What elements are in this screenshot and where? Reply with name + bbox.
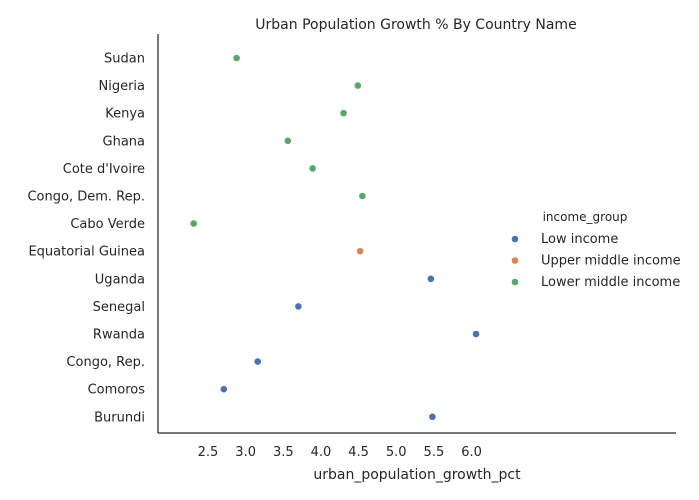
legend-marker — [511, 235, 519, 243]
x-tick-label: 6.0 — [461, 445, 482, 460]
data-point — [254, 358, 261, 365]
legend-title: income_group — [543, 210, 628, 224]
x-tick-label: 3.5 — [273, 445, 294, 460]
y-tick-label: Uganda — [95, 272, 145, 287]
data-point — [220, 385, 228, 393]
y-tick-labels: Sudan Nigeria Kenya Ghana Cote d'Ivoire Congo… — [27, 52, 145, 426]
plot-area — [190, 54, 480, 421]
x-tick-label: 3.0 — [235, 445, 256, 460]
y-tick-label: Sudan — [104, 52, 145, 67]
y-tick-label: Nigeria — [98, 79, 145, 94]
y-tick-label: Rwanda — [93, 328, 145, 343]
data-point — [284, 137, 292, 145]
data-point — [427, 275, 435, 283]
x-tick-labels: 2.5 3.0 3.5 4.0 4.5 5.0 5.5 6.0 — [198, 445, 482, 460]
data-point — [190, 220, 197, 227]
y-tick-label: Equatorial Guinea — [28, 245, 145, 260]
legend-label: Low income — [541, 232, 618, 247]
data-point — [359, 192, 366, 200]
data-point — [354, 82, 362, 89]
legend-label: Upper middle income — [541, 254, 681, 269]
data-point — [309, 165, 316, 172]
legend-marker — [511, 257, 519, 264]
legend-label: Lower middle income — [541, 275, 680, 290]
data-point — [295, 303, 302, 310]
x-tick-label: 4.5 — [348, 445, 369, 460]
y-tick-label: Cabo Verde — [70, 217, 145, 232]
y-tick-label: Ghana — [103, 134, 146, 149]
chart-title: Urban Population Growth % By Country Nam… — [255, 17, 576, 33]
x-axis-label: urban_population_growth_pct — [313, 467, 521, 483]
x-tick-label: 5.5 — [424, 445, 445, 460]
y-tick-label: Burundi — [94, 410, 145, 425]
x-tick-label: 4.0 — [311, 445, 332, 460]
data-point — [429, 413, 436, 421]
y-tick-label: Congo, Rep. — [66, 355, 145, 370]
y-tick-label: Senegal — [93, 300, 145, 315]
data-point — [472, 330, 480, 338]
x-tick-label: 5.0 — [386, 445, 407, 460]
legend-marker — [511, 278, 519, 286]
data-point — [340, 109, 347, 117]
y-tick-label: Comoros — [88, 383, 146, 398]
y-tick-label: Kenya — [105, 107, 145, 122]
x-tick-label: 2.5 — [198, 445, 219, 460]
y-tick-label: Cote d'Ivoire — [63, 162, 145, 177]
y-tick-label: Congo, Dem. Rep. — [27, 190, 145, 205]
data-point — [233, 54, 240, 62]
data-point — [356, 247, 364, 255]
legend: income_group Low income Upper middle inco… — [511, 210, 681, 290]
